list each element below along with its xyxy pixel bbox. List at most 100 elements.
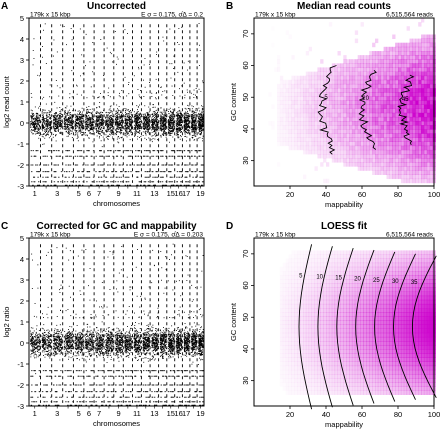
data-point (36, 128, 38, 130)
data-point (107, 138, 109, 140)
data-point (128, 121, 130, 123)
data-point (188, 108, 190, 109)
data-point (192, 137, 194, 138)
data-point (184, 127, 186, 129)
data-point (187, 155, 189, 157)
data-point (178, 136, 180, 138)
data-point (61, 119, 63, 121)
data-point (66, 114, 68, 116)
data-point (170, 125, 172, 127)
data-point (42, 114, 44, 116)
data-point (118, 136, 119, 137)
data-point (201, 111, 203, 113)
data-point (96, 107, 98, 109)
data-point (185, 117, 187, 119)
data-point (199, 123, 200, 125)
data-point (127, 119, 129, 121)
data-point (129, 130, 131, 132)
heat-cell (291, 104, 295, 109)
data-point (195, 117, 197, 119)
data-point (108, 109, 110, 111)
data-point (103, 95, 104, 97)
data-point (168, 127, 170, 129)
data-point (186, 123, 188, 124)
data-point (125, 130, 127, 132)
data-point (82, 127, 83, 129)
data-point (169, 28, 171, 30)
data-point (118, 106, 120, 107)
data-point (47, 122, 49, 124)
data-point (171, 122, 173, 124)
data-point (160, 87, 162, 88)
data-point (57, 114, 58, 116)
data-point (184, 124, 186, 126)
data-point (59, 123, 61, 125)
data-point (128, 115, 130, 117)
data-point (199, 129, 201, 131)
x-tick-label: 1 (33, 189, 37, 198)
heat-cell (285, 116, 289, 122)
data-point (200, 176, 202, 178)
data-point (111, 129, 113, 131)
data-point (79, 116, 80, 117)
data-point (105, 136, 107, 138)
data-point (125, 181, 127, 183)
data-point (157, 164, 159, 166)
heat-cell (277, 63, 280, 68)
data-point (90, 122, 91, 124)
data-point (30, 124, 31, 126)
data-point (98, 115, 100, 117)
data-point (140, 124, 142, 126)
data-point (61, 120, 63, 122)
data-point (130, 114, 132, 115)
data-point (177, 115, 178, 117)
data-point (89, 119, 91, 121)
data-point (75, 176, 77, 178)
data-point (86, 97, 88, 99)
data-point (82, 127, 84, 129)
data-point (120, 127, 122, 129)
data-point (172, 123, 174, 124)
data-point (85, 114, 87, 116)
data-point (181, 118, 183, 120)
data-point (138, 131, 140, 133)
data-point (139, 181, 141, 183)
data-point (193, 111, 195, 112)
data-point (155, 122, 157, 124)
data-point (68, 133, 69, 134)
data-point (168, 123, 169, 125)
data-point (56, 124, 58, 125)
data-point (103, 120, 104, 122)
data-point (124, 128, 126, 129)
data-point (153, 119, 155, 121)
data-point (106, 120, 107, 122)
data-point (106, 115, 108, 117)
data-point (143, 128, 144, 130)
data-point (180, 118, 182, 120)
data-point (115, 110, 117, 112)
data-point (130, 129, 132, 131)
heat-cell (294, 79, 298, 85)
data-point (46, 112, 48, 113)
data-point (30, 126, 31, 128)
data-point (177, 120, 179, 122)
data-point (53, 55, 54, 57)
data-point (147, 121, 149, 123)
data-point (42, 136, 44, 138)
data-point (129, 124, 131, 126)
data-point (177, 113, 179, 115)
data-point (200, 121, 202, 123)
data-point (44, 122, 46, 124)
data-point (201, 117, 203, 119)
data-point (120, 117, 122, 119)
data-point (177, 122, 179, 124)
data-point (199, 121, 201, 123)
data-point (105, 176, 107, 178)
data-point (160, 114, 162, 116)
data-point (86, 115, 87, 117)
data-point (54, 125, 56, 127)
data-point (144, 131, 146, 133)
data-point (176, 125, 177, 127)
data-point (111, 171, 113, 173)
data-point (124, 132, 126, 134)
